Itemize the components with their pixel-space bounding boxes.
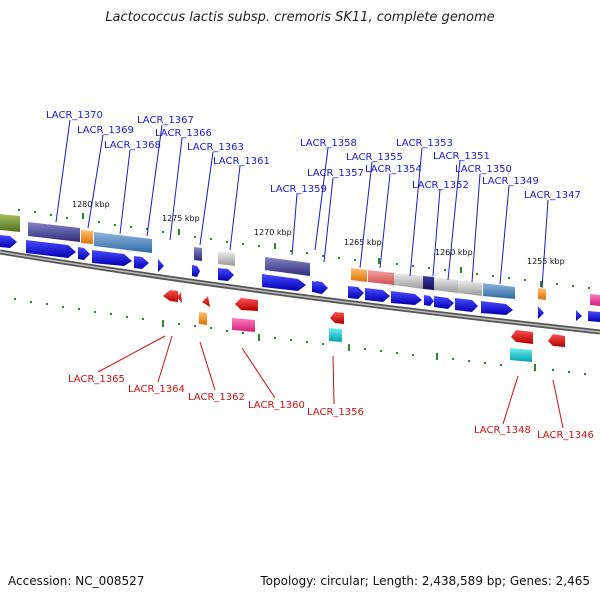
tick-label: 1255 kbp <box>527 257 565 266</box>
genome-summary-label: Topology: circular; Length: 2,438,589 bp… <box>260 574 590 588</box>
gene-label-lacr-1370[interactable]: LACR_1370 <box>46 110 103 121</box>
gene-label-lacr-1360[interactable]: LACR_1360 <box>248 400 305 411</box>
gene-label-lacr-1355[interactable]: LACR_1355 <box>346 152 403 163</box>
gene-label-lacr-1363[interactable]: LACR_1363 <box>187 142 244 153</box>
gene-label-lacr-1361[interactable]: LACR_1361 <box>213 156 270 167</box>
gene-label-lacr-1347[interactable]: LACR_1347 <box>524 190 581 201</box>
gene-label-lacr-1365[interactable]: LACR_1365 <box>68 374 125 385</box>
gene-label-lacr-1349[interactable]: LACR_1349 <box>482 176 539 187</box>
gene-label-lacr-1357[interactable]: LACR_1357 <box>307 168 364 179</box>
forward-feature-boxes <box>0 214 600 306</box>
gene-label-lacr-1353[interactable]: LACR_1353 <box>396 138 453 149</box>
gene-label-lacr-1359[interactable]: LACR_1359 <box>270 184 327 195</box>
reverse-leader-lines <box>97 335 564 429</box>
gene-label-lacr-1354[interactable]: LACR_1354 <box>365 164 422 175</box>
gene-label-lacr-1351[interactable]: LACR_1351 <box>433 151 490 162</box>
accession-label: Accession: NC_008527 <box>8 574 145 588</box>
gene-label-lacr-1369[interactable]: LACR_1369 <box>77 125 134 136</box>
gene-label-lacr-1358[interactable]: LACR_1358 <box>300 138 357 149</box>
reverse-gene-arrows <box>163 290 565 362</box>
map-title: Lactococcus lactis subsp. cremoris SK11,… <box>105 10 495 25</box>
gene-label-lacr-1367[interactable]: LACR_1367 <box>137 115 194 126</box>
tick-label: 1270 kbp <box>254 228 292 237</box>
gene-label-lacr-1364[interactable]: LACR_1364 <box>128 384 185 395</box>
gene-label-lacr-1368[interactable]: LACR_1368 <box>104 140 161 151</box>
gene-label-lacr-1348[interactable]: LACR_1348 <box>474 425 531 436</box>
forward-leader-lines <box>55 119 549 289</box>
forward-gene-arrows <box>0 235 600 322</box>
gene-label-lacr-1352[interactable]: LACR_1352 <box>412 180 469 191</box>
gene-label-lacr-1356[interactable]: LACR_1356 <box>307 407 364 418</box>
tick-label: 1280 kbp <box>72 200 110 209</box>
gene-label-lacr-1366[interactable]: LACR_1366 <box>155 128 212 139</box>
gene-label-lacr-1350[interactable]: LACR_1350 <box>455 164 512 175</box>
forward-tick-marks <box>18 209 590 289</box>
reverse-tick-marks <box>14 298 586 375</box>
gene-label-lacr-1362[interactable]: LACR_1362 <box>188 392 245 403</box>
tick-label: 1275 kbp <box>162 214 200 223</box>
gene-label-lacr-1346[interactable]: LACR_1346 <box>537 430 594 441</box>
tick-label: 1260 kbp <box>435 248 473 257</box>
